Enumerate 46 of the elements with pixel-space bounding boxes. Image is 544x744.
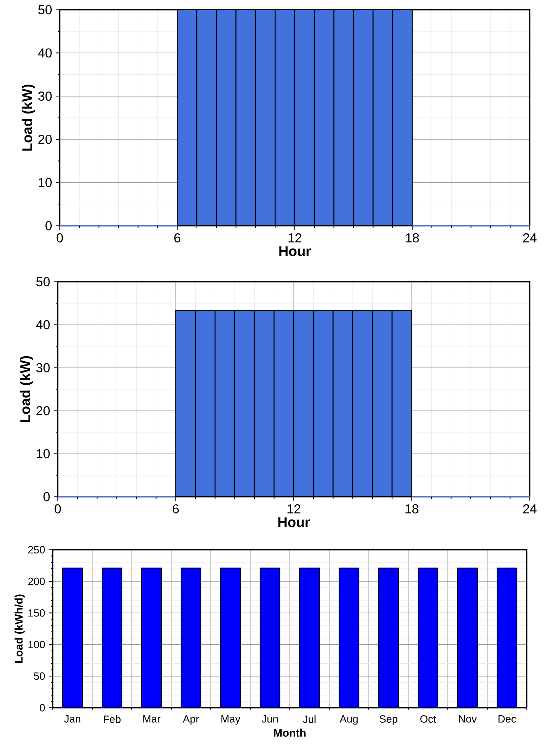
y-tick-label: 250 xyxy=(28,546,46,554)
y-tick-label: 40 xyxy=(38,48,52,58)
y-tick-label: 150 xyxy=(28,609,46,617)
y-tick-label: 20 xyxy=(38,134,52,144)
y-tick-label: 10 xyxy=(38,178,52,188)
x-tick-label: 0 xyxy=(56,234,64,243)
x-tick-label: Dec xyxy=(498,716,516,723)
y-axis-title: Load (kW) xyxy=(20,356,34,422)
y-tick-label: 40 xyxy=(36,320,50,330)
y-tick-label: 30 xyxy=(38,92,52,101)
x-tick-label: 24 xyxy=(523,234,537,243)
x-tick-label: 18 xyxy=(406,504,419,514)
x-tick-label: 12 xyxy=(288,234,302,243)
x-axis-title: Month xyxy=(274,728,306,737)
y-axis-title: Load (kWh/d) xyxy=(14,594,26,664)
y-tick-label: 200 xyxy=(28,578,46,586)
x-tick-label: Oct xyxy=(420,716,436,723)
y-axis-title: Load (kW) xyxy=(22,84,36,151)
x-tick-label: Jul xyxy=(303,716,316,724)
y-tick-label: 100 xyxy=(28,641,46,649)
y-tick-label: 10 xyxy=(36,449,50,459)
x-tick-label: May xyxy=(222,716,241,725)
y-tick-label: 50 xyxy=(36,277,50,287)
y-tick-label: 0 xyxy=(44,492,50,502)
y-tick-label: 0 xyxy=(46,221,52,231)
y-tick-label: 50 xyxy=(34,672,46,680)
x-tick-label: 12 xyxy=(288,504,301,514)
x-axis-title: Hour xyxy=(280,246,312,256)
x-tick-label: Mar xyxy=(144,716,161,723)
x-axis-title: Hour xyxy=(278,518,310,528)
y-tick-label: 30 xyxy=(36,363,50,373)
x-tick-label: 6 xyxy=(173,504,180,514)
x-tick-label: 18 xyxy=(406,234,420,243)
x-tick-label: 0 xyxy=(54,504,62,514)
x-tick-label: Feb xyxy=(104,716,121,724)
x-tick-label: 6 xyxy=(174,234,181,243)
x-tick-label: Sep xyxy=(380,716,398,726)
y-tick-label: 0 xyxy=(40,704,46,712)
x-tick-label: Jan xyxy=(64,716,81,723)
x-tick-label: 24 xyxy=(523,504,537,514)
x-tick-label: Jun xyxy=(262,716,278,723)
y-tick-label: 20 xyxy=(36,406,50,416)
y-tick-label: 50 xyxy=(38,5,52,15)
x-tick-label: Apr xyxy=(183,716,200,725)
x-tick-label: Nov xyxy=(459,716,478,723)
x-tick-label: Aug xyxy=(340,716,358,725)
